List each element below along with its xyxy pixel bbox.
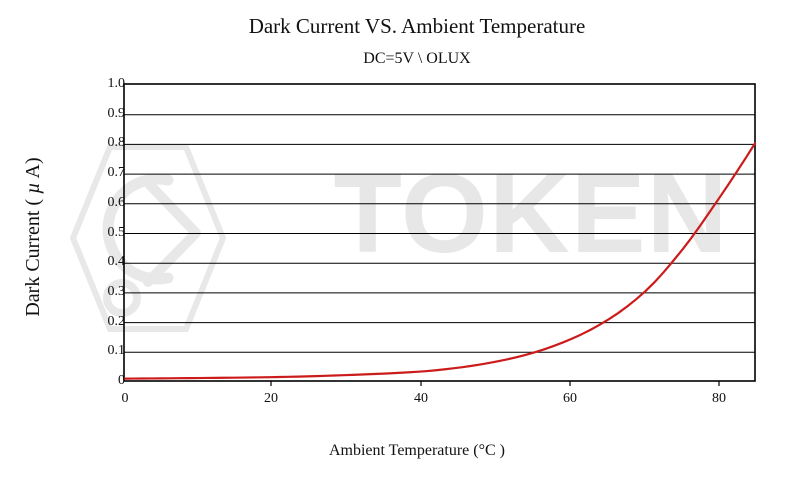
svg-text:TOKEN: TOKEN [334, 151, 729, 276]
